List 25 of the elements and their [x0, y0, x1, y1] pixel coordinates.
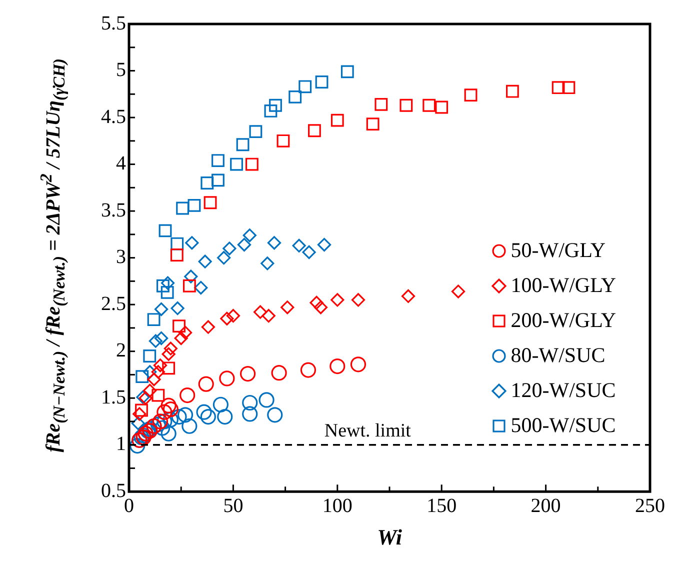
y-tick-label: 2.5 [101, 292, 126, 315]
y-tick-label: 1.5 [101, 386, 126, 408]
x-tick-label: 0 [124, 494, 134, 517]
y-tick-label: 3 [116, 246, 126, 268]
y-tick-label: 2 [116, 340, 126, 362]
x-tick-label: 200 [530, 494, 561, 517]
y-tick-label: 3.5 [101, 199, 126, 222]
y-tick-label: 4 [116, 152, 126, 175]
y-tick-label: 4.5 [101, 106, 126, 128]
legend-label: 500-W/SUC [510, 413, 616, 438]
legend-label: 80-W/SUC [510, 343, 606, 368]
y-tick-label: 0.5 [101, 480, 126, 502]
legend-label: 50-W/GLY [510, 238, 606, 263]
y-tick-label: 5.5 [101, 12, 126, 34]
x-tick-label: 50 [223, 494, 244, 517]
legend-label: 100-W/GLY [510, 273, 616, 298]
x-tick-label: 150 [426, 494, 457, 517]
ref-line-label: Newt. limit [324, 420, 412, 442]
y-tick-label: 1 [116, 433, 126, 456]
y-tick-label: 5 [116, 59, 126, 82]
legend-label: 200-W/GLY [510, 308, 616, 333]
legend-label: 120-W/SUC [510, 378, 616, 403]
x-axis-title: Wi [377, 524, 403, 550]
x-tick-label: 250 [635, 494, 665, 517]
x-tick-label: 100 [322, 494, 352, 517]
